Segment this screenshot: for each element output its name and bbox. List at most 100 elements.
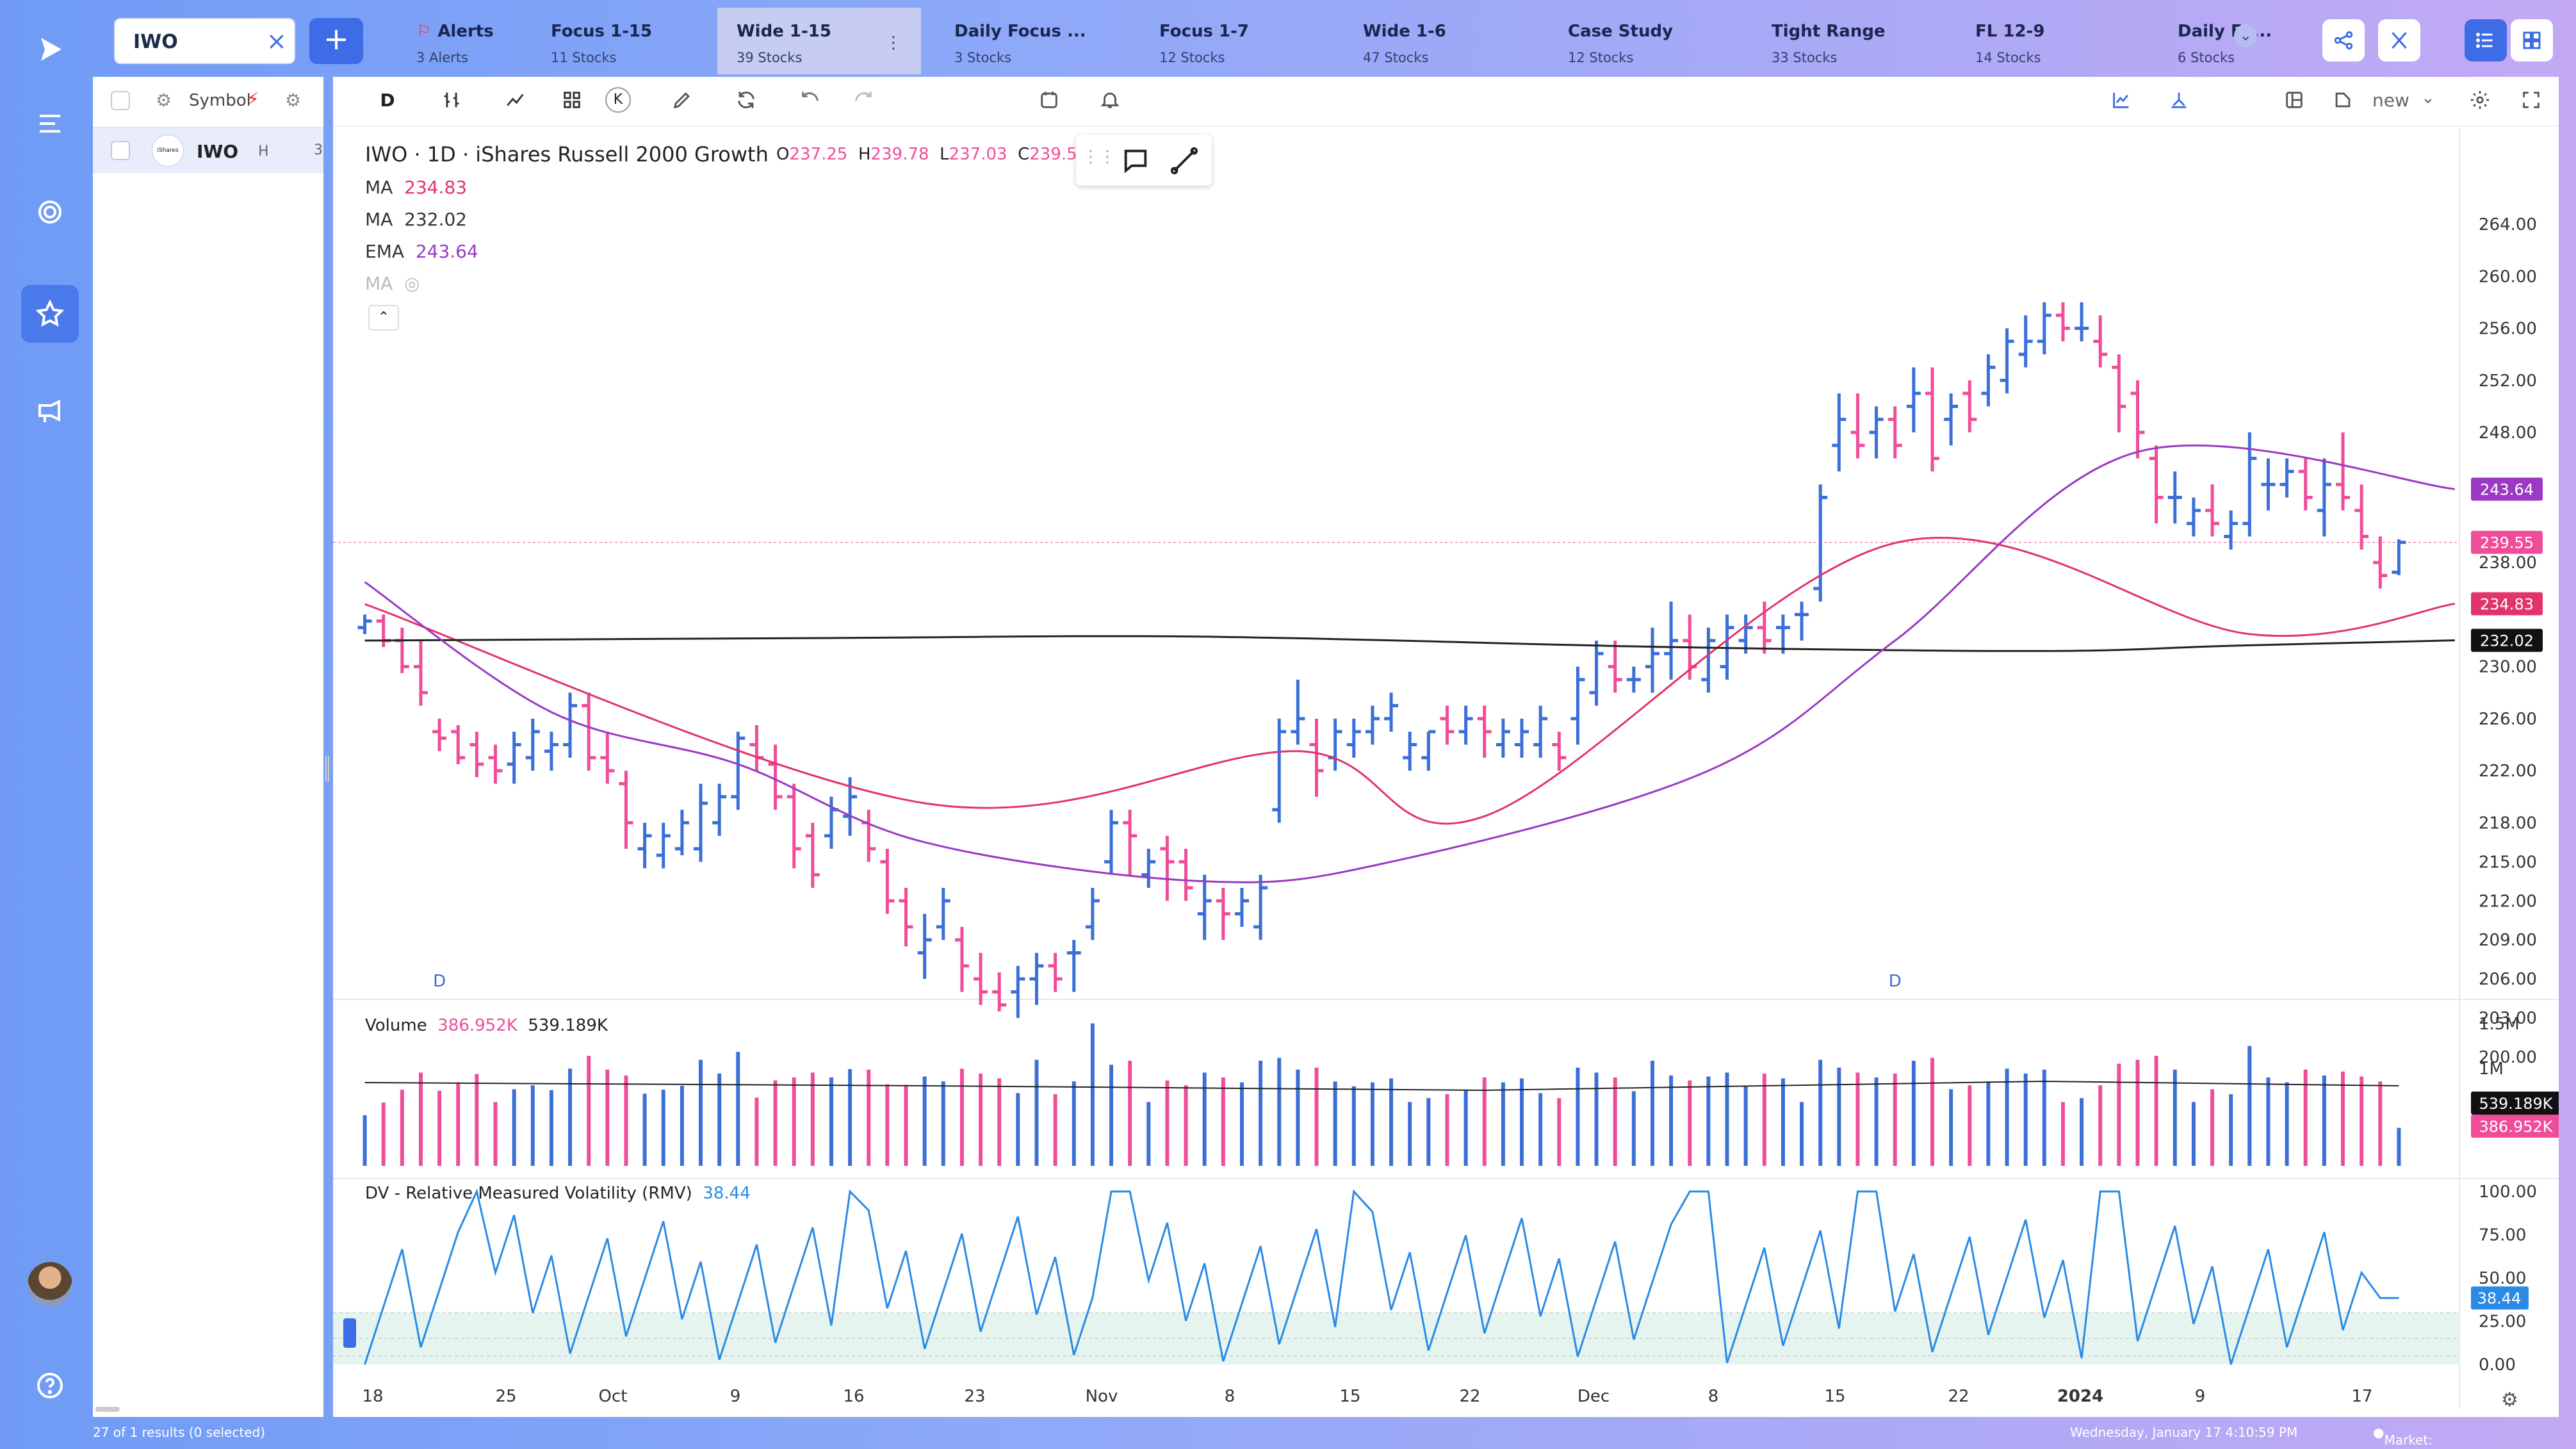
tab-alerts-count: 3 Alerts (416, 50, 468, 65)
time-tick-label: 16 (843, 1387, 864, 1406)
list-view-icon[interactable] (2465, 19, 2507, 61)
tab-fl-12-9[interactable]: FL 12-9 14 Stocks (1956, 8, 2151, 74)
save-layout-icon[interactable] (2324, 81, 2362, 119)
chevron-down-icon[interactable]: ⌄ (2421, 88, 2435, 108)
ai-wand-icon[interactable]: ⚡ (247, 88, 259, 110)
select-all-checkbox[interactable] (111, 91, 130, 110)
tab-alerts[interactable]: ⚐ Alerts 3 Alerts (397, 8, 592, 74)
target-icon[interactable] (21, 183, 79, 241)
price-tick-label: 206.00 (2479, 970, 2537, 989)
add-watchlist-button[interactable]: + (309, 18, 363, 64)
tab-daily-focus-2[interactable]: Daily Fo... 6 Stocks (2158, 8, 2287, 74)
x-social-icon[interactable] (2378, 19, 2420, 61)
gear-icon[interactable] (2461, 81, 2499, 119)
tab-wide-1-6[interactable]: Wide 1-6 47 Stocks (1344, 8, 1539, 74)
tab-case-study[interactable]: Case Study 12 Stocks (1549, 8, 1744, 74)
indicators-icon[interactable] (496, 81, 535, 119)
price-tick-label: 256.00 (2479, 320, 2537, 339)
time-tick-label: 22 (1948, 1387, 1969, 1406)
tab-title: Case Study (1568, 22, 1674, 41)
symbol-search-input[interactable]: IWO × (114, 18, 295, 64)
rmv-tick-label: 0.00 (2479, 1355, 2516, 1375)
rmv-tick-label: 25.00 (2479, 1313, 2526, 1332)
panel-resize-handle[interactable] (325, 756, 329, 782)
collapse-legend-button[interactable]: ⌃ (368, 305, 399, 331)
calendar-icon[interactable] (1030, 81, 1068, 119)
compare-icon[interactable] (2160, 81, 2198, 119)
clear-search-button[interactable]: × (266, 27, 287, 55)
settings-icon[interactable]: ⚙ (156, 90, 172, 111)
tab-tight-range[interactable]: Tight Range 33 Stocks (1752, 8, 1948, 74)
pane-collapse-handle[interactable] (343, 1318, 356, 1348)
chart-type-icon[interactable] (2102, 81, 2140, 119)
tab-title: FL 12-9 (1975, 22, 2045, 41)
time-tick-label: Oct (599, 1387, 628, 1406)
undo-icon[interactable] (791, 81, 829, 119)
draw-icon[interactable] (663, 81, 701, 119)
tabs-scroll-icon[interactable]: ⌄ (2234, 24, 2257, 47)
time-tick-label: 8 (1708, 1387, 1719, 1406)
bar-type-icon[interactable] (432, 81, 471, 119)
price-tick-label: 252.00 (2479, 372, 2537, 391)
timezone-gear-icon[interactable]: ⚙ (2501, 1389, 2518, 1411)
alert-bell-icon[interactable] (1091, 81, 1129, 119)
refresh-icon[interactable] (727, 81, 765, 119)
ishares-logo: iShares (152, 135, 184, 167)
fullscreen-icon[interactable] (2512, 81, 2550, 119)
k-button[interactable]: K (599, 81, 637, 119)
tab-count: 6 Stocks (2178, 50, 2235, 65)
time-tick-label: 17 (2351, 1387, 2372, 1406)
share-icon[interactable] (2322, 19, 2365, 61)
help-icon[interactable] (21, 1357, 79, 1414)
price-badge (2471, 628, 2543, 652)
time-tick-label: 9 (730, 1387, 741, 1406)
trendline-icon[interactable] (1170, 146, 1199, 176)
tab-count: 14 Stocks (1975, 50, 2041, 65)
tab-more-icon[interactable]: ⋮ (885, 33, 902, 53)
layout-name[interactable]: new (2372, 90, 2409, 111)
time-tick-label: 15 (1339, 1387, 1360, 1406)
row-symbol: IWO (197, 141, 239, 162)
symbol-column-header[interactable]: Symbol (189, 91, 251, 110)
horizontal-scrollbar[interactable] (95, 1407, 120, 1412)
eye-off-icon[interactable]: ◎ (404, 273, 420, 294)
drag-handle-icon[interactable]: ⋮⋮ (1082, 147, 1116, 167)
price-tick-label: 212.00 (2479, 892, 2537, 911)
menu-icon[interactable] (21, 95, 79, 152)
tab-wide-1-15[interactable]: Wide 1-15 39 Stocks ⋮ (717, 8, 921, 74)
price-tick-label: 203.00 (2479, 1009, 2537, 1028)
tab-title: Tight Range (1772, 22, 1886, 41)
redo-icon[interactable] (844, 81, 883, 119)
price-badge (2471, 477, 2543, 501)
rmv-legend: DV - Relative Measured Volatility (RMV) … (365, 1184, 751, 1203)
symbol-search-value: IWO (133, 31, 178, 53)
star-icon[interactable] (21, 285, 79, 343)
alert-flag-icon: ⚐ (416, 22, 432, 41)
rmv-badge (2471, 1286, 2529, 1310)
column-settings-icon[interactable]: ⚙ (285, 90, 302, 111)
chart-canvas[interactable]: D D 264.00 260.00 256.00 252.00 248.00 243.64 23… (333, 77, 2559, 1417)
price-badge-label: 234.83 (2480, 596, 2534, 614)
price-tick-label: 260.00 (2479, 267, 2537, 286)
tab-count: 12 Stocks (1568, 50, 1634, 65)
grid-view-icon[interactable] (2511, 19, 2553, 61)
ema-legend: EMA 243.64 (365, 241, 478, 262)
ema-line (364, 444, 2456, 883)
avatar[interactable] (21, 1256, 79, 1313)
play-logo-icon[interactable] (21, 20, 79, 78)
watchlist-row[interactable]: iShares IWO H 3 (93, 128, 323, 173)
templates-icon[interactable] (553, 81, 591, 119)
comment-icon[interactable] (1121, 146, 1150, 176)
price-badge-label: 239.55 (2480, 534, 2534, 552)
interval-button[interactable]: D (380, 89, 395, 111)
row-checkbox[interactable] (111, 141, 130, 160)
tab-focus-1-15[interactable]: Focus 1-15 11 Stocks (532, 8, 727, 74)
price-tick-label: 218.00 (2479, 814, 2537, 833)
layout-icon[interactable] (2275, 81, 2313, 119)
tab-focus-1-7[interactable]: Focus 1-7 12 Stocks (1140, 8, 1335, 74)
megaphone-icon[interactable] (21, 384, 79, 442)
tab-daily-focus[interactable]: Daily Focus ... 3 Stocks (935, 8, 1130, 74)
price-badge-label: 243.64 (2480, 481, 2534, 499)
time-tick-label: 22 (1459, 1387, 1480, 1406)
rmv-tick-label: 100.00 (2479, 1183, 2537, 1202)
